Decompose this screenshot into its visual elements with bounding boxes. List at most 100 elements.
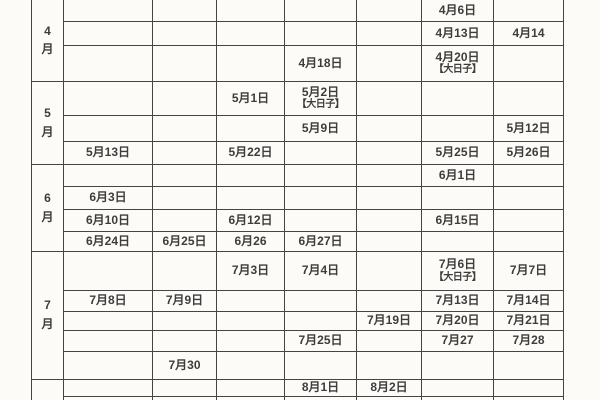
date-cell: 5月12日 [493, 114, 564, 142]
date-cell: 8月2日 [356, 378, 422, 397]
date-cell [356, 20, 422, 46]
month-label: 7月 [41, 298, 54, 331]
auspicious-dates-table: 4月 4月6日 4月13日 4月14 4月18日 4月20日 【大日子】 5月 5月1日 5月2日… [31, 0, 564, 400]
date-cell: 5月22日 [216, 140, 285, 165]
date-cell: 8月11日 [493, 395, 564, 400]
month-cell: 4月 [31, 0, 64, 82]
date-cell: 7月3日 [216, 250, 285, 291]
date-text: 7月7日 [509, 263, 548, 278]
date-cell [421, 114, 494, 142]
table-row: 6月3日 [32, 185, 564, 210]
date-cell [284, 163, 357, 187]
date-cell [493, 350, 564, 380]
big-day-note: 【大日子】 [433, 64, 482, 76]
date-cell: 7月6日 【大日子】 [421, 250, 494, 291]
date-cell [216, 44, 285, 82]
date-cell [284, 140, 357, 165]
date-cell [356, 289, 422, 312]
date-text: 5月13日 [85, 145, 131, 160]
date-text: 4月14 [512, 25, 545, 40]
date-text: 6月10日 [85, 212, 131, 227]
date-cell [152, 163, 217, 187]
date-text: 6月15日 [435, 212, 480, 227]
date-text: 8月1日 [301, 380, 340, 395]
date-cell [63, 329, 153, 352]
date-cell [356, 208, 422, 232]
date-cell [63, 350, 153, 380]
date-cell [152, 44, 217, 82]
date-cell [356, 250, 422, 291]
date-cell: 6月1日 [421, 163, 494, 187]
date-cell [356, 350, 422, 380]
date-text: 5月1日 [231, 90, 270, 105]
date-cell [152, 185, 217, 210]
date-cell: 8月1日 [284, 378, 357, 397]
date-cell [63, 114, 153, 142]
table-row: 5月 5月1日 5月2日 【大日子】 [31, 80, 564, 165]
date-cell: 7月8日 [63, 289, 153, 312]
date-cell [152, 310, 217, 331]
date-text: 5月26日 [506, 145, 551, 160]
table-row: 4月 4月6日 [31, 0, 564, 82]
date-text: 7月28 [512, 333, 545, 348]
date-text: 5月25日 [435, 145, 480, 160]
date-cell [63, 250, 153, 291]
date-cell [493, 230, 564, 252]
date-text: 7月25日 [298, 333, 343, 348]
date-cell [63, 80, 153, 116]
date-cell: 5月26日 [493, 140, 564, 165]
date-cell: 4月18日 [284, 44, 357, 82]
date-cell [63, 395, 153, 400]
date-text: 7月21日 [506, 313, 551, 328]
date-cell: 7月14日 [493, 289, 564, 312]
month-cell: 5月 [31, 80, 64, 165]
date-cell: 7月28 [493, 329, 564, 352]
date-cell: 7月13日 [421, 289, 494, 312]
table-row: 6月 6月1日 [31, 163, 564, 252]
date-cell: 4月13日 [421, 20, 494, 46]
date-text: 6月24日 [85, 233, 131, 248]
date-cell [152, 378, 217, 397]
month-label: 6月 [41, 190, 54, 224]
date-cell [152, 208, 217, 232]
date-cell [216, 114, 285, 142]
date-cell [493, 208, 564, 232]
table-row: 8月7日8月8日 8月10日8月11日 [32, 395, 564, 400]
date-cell: 4月14 [493, 20, 564, 46]
date-cell: 6月15日 [421, 208, 494, 232]
date-cell: 4月6日 [421, 0, 494, 22]
date-cell: 6月3日 [63, 185, 153, 210]
date-cell: 6月25日 [152, 230, 217, 252]
date-text: 7月27 [441, 333, 474, 348]
date-cell [284, 185, 357, 210]
date-cell: 7月9日 [152, 289, 217, 312]
table-row: 7月 7月3日 7月4日 7月6日 【大日子】 7月7日 [31, 250, 564, 380]
date-text: 5月12日 [506, 120, 551, 135]
month-cell [31, 378, 64, 400]
date-cell [284, 289, 357, 312]
date-text: 7月9日 [165, 293, 204, 308]
date-text: 4月6日 [438, 3, 477, 18]
date-text: 4月13日 [435, 25, 480, 40]
date-cell [493, 80, 564, 116]
date-cell [421, 230, 494, 252]
date-cell [421, 378, 494, 397]
date-text: 6月25日 [162, 233, 207, 248]
table-row: 8月1日 8月2日 [31, 378, 564, 400]
date-cell [284, 20, 357, 46]
date-cell: 8月10日 [421, 395, 494, 400]
date-cell [216, 0, 285, 22]
date-cell [493, 378, 564, 397]
date-cell [493, 44, 564, 82]
date-text: 7月30 [168, 357, 201, 372]
date-text: 5月9日 [301, 120, 340, 135]
date-cell [356, 163, 422, 187]
date-cell [284, 350, 357, 380]
date-cell [152, 140, 217, 165]
date-cell [216, 350, 285, 380]
date-cell [152, 329, 217, 352]
big-day-note: 【大日子】 [433, 271, 482, 283]
month-cell: 7月 [31, 250, 64, 380]
date-cell [284, 0, 357, 22]
